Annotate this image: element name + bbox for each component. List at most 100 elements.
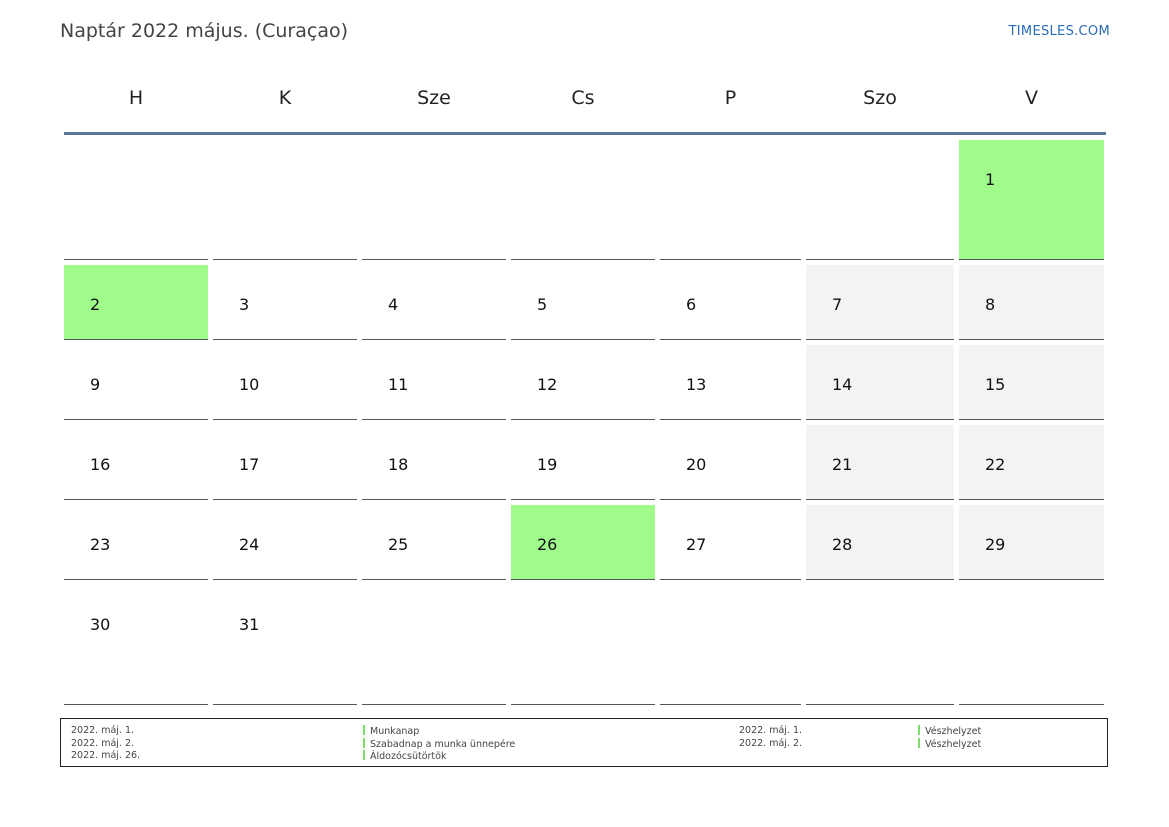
day-cell[interactable]: 8 [959, 265, 1104, 340]
empty-day-cell [213, 140, 357, 260]
legend-name: Munkanap [370, 726, 420, 737]
legend-date: 2022. máj. 26. [71, 750, 141, 761]
day-number: 22 [985, 455, 1006, 474]
day-cell[interactable]: 18 [362, 425, 506, 500]
legend-date: 2022. máj. 2. [739, 737, 803, 749]
day-cell[interactable]: 20 [660, 425, 801, 500]
day-cell[interactable]: 6 [660, 265, 801, 340]
day-cell[interactable]: 28 [806, 505, 954, 580]
weekday-header-kedd: K [278, 87, 292, 109]
day-number: 11 [388, 375, 409, 394]
day-number: 1 [985, 170, 996, 189]
legend-name: Áldozócsütörtök [370, 751, 447, 762]
day-cell[interactable]: 12 [511, 345, 655, 420]
day-number: 8 [985, 295, 996, 314]
day-cell[interactable]: 1 [959, 140, 1104, 260]
legend-left-names: Munkanap Szabadnap a munka ünnepére Áldo… [363, 725, 515, 763]
day-number: 17 [239, 455, 260, 474]
calendar-weeks: 1 2 3 4 5 6 7 8 9 10 11 12 13 14 15 16 17 18 19 20 21 22 23 24 2… [64, 140, 1106, 705]
day-cell[interactable]: 27 [660, 505, 801, 580]
legend-name: Vészhelyzet [925, 726, 982, 737]
legend-date: 2022. máj. 2. [71, 737, 135, 749]
legend-name: Vészhelyzet [925, 738, 982, 750]
day-cell[interactable]: 15 [959, 345, 1104, 420]
empty-day-cell [959, 585, 1104, 705]
holiday-marker [363, 725, 365, 735]
weekday-header-szombat: Szo [863, 87, 897, 109]
day-cell[interactable]: 4 [362, 265, 506, 340]
day-cell[interactable]: 19 [511, 425, 655, 500]
day-number: 26 [537, 535, 558, 554]
day-cell[interactable]: 31 [213, 585, 357, 705]
day-cell[interactable]: 30 [64, 585, 208, 705]
legend-right-names: Vészhelyzet Vészhelyzet [918, 725, 981, 750]
week-row: 23 24 25 26 27 28 29 [64, 505, 1106, 580]
empty-day-cell [511, 140, 655, 260]
day-cell[interactable]: 23 [64, 505, 208, 580]
day-cell[interactable]: 24 [213, 505, 357, 580]
day-number: 2 [90, 295, 101, 314]
empty-day-cell [806, 585, 954, 705]
calendar-grid: H K Sze Cs P Szo V 1 2 3 4 5 6 7 8 9 10 11 12 13 14 15 16 17 18… [64, 80, 1106, 705]
weekday-header-vasarnap: V [1025, 87, 1038, 109]
day-number: 5 [537, 295, 548, 314]
day-number: 19 [537, 455, 558, 474]
day-cell[interactable]: 3 [213, 265, 357, 340]
day-number: 9 [90, 375, 101, 394]
legend-left-dates: 2022. máj. 1. 2022. máj. 2. 2022. máj. 2… [71, 725, 140, 763]
legend-date: 2022. máj. 1. [739, 725, 803, 736]
day-cell[interactable]: 16 [64, 425, 208, 500]
empty-day-cell [64, 140, 208, 260]
brand-link[interactable]: TIMESLES.COM [1008, 24, 1110, 39]
day-cell[interactable]: 14 [806, 345, 954, 420]
holiday-legend: 2022. máj. 1. 2022. máj. 2. 2022. máj. 2… [60, 718, 1108, 767]
day-number: 25 [388, 535, 409, 554]
empty-day-cell [660, 585, 801, 705]
legend-entry: Áldozócsütörtök [363, 750, 515, 763]
weekday-header-pentek: P [724, 87, 737, 109]
day-number: 18 [388, 455, 409, 474]
empty-day-cell [806, 140, 954, 260]
empty-day-cell [362, 140, 506, 260]
holiday-marker [363, 737, 365, 748]
day-cell[interactable]: 17 [213, 425, 357, 500]
legend-entry: Vészhelyzet [918, 737, 982, 751]
day-number: 29 [985, 535, 1006, 554]
legend-entry: Munkanap [363, 725, 515, 738]
weekday-header-row: H K Sze Cs P Szo V [64, 80, 1106, 135]
weekday-header-szerda: Sze [417, 87, 451, 109]
legend-entry: Vészhelyzet [918, 725, 981, 738]
day-number: 27 [686, 535, 707, 554]
day-cell[interactable]: 26 [511, 505, 655, 580]
day-cell[interactable]: 22 [959, 425, 1104, 500]
week-row: 16 17 18 19 20 21 22 [64, 425, 1106, 500]
day-cell[interactable]: 9 [64, 345, 208, 420]
day-number: 20 [686, 455, 707, 474]
day-cell[interactable]: 7 [806, 265, 954, 340]
holiday-marker [363, 750, 365, 760]
day-cell[interactable]: 25 [362, 505, 506, 580]
day-number: 21 [832, 455, 853, 474]
week-row: 1 [64, 140, 1106, 260]
day-number: 12 [537, 375, 558, 394]
day-cell[interactable]: 13 [660, 345, 801, 420]
day-number: 30 [90, 615, 111, 634]
day-number: 13 [686, 375, 707, 394]
day-number: 4 [388, 295, 399, 314]
page-title: Naptár 2022 május. (Curaçao) [60, 20, 349, 42]
legend-name: Szabadnap a munka ünnepére [370, 738, 516, 750]
empty-day-cell [362, 585, 506, 705]
holiday-marker [918, 737, 920, 748]
day-number: 24 [239, 535, 260, 554]
day-cell[interactable]: 10 [213, 345, 357, 420]
day-cell[interactable]: 11 [362, 345, 506, 420]
day-cell[interactable]: 29 [959, 505, 1104, 580]
day-number: 28 [832, 535, 853, 554]
legend-right-dates: 2022. máj. 1. 2022. máj. 2. [739, 725, 802, 750]
day-number: 16 [90, 455, 111, 474]
weekday-header-hetfo: H [128, 87, 144, 109]
day-cell[interactable]: 2 [64, 265, 208, 340]
day-cell[interactable]: 21 [806, 425, 954, 500]
day-cell[interactable]: 5 [511, 265, 655, 340]
week-row: 9 10 11 12 13 14 15 [64, 345, 1106, 420]
